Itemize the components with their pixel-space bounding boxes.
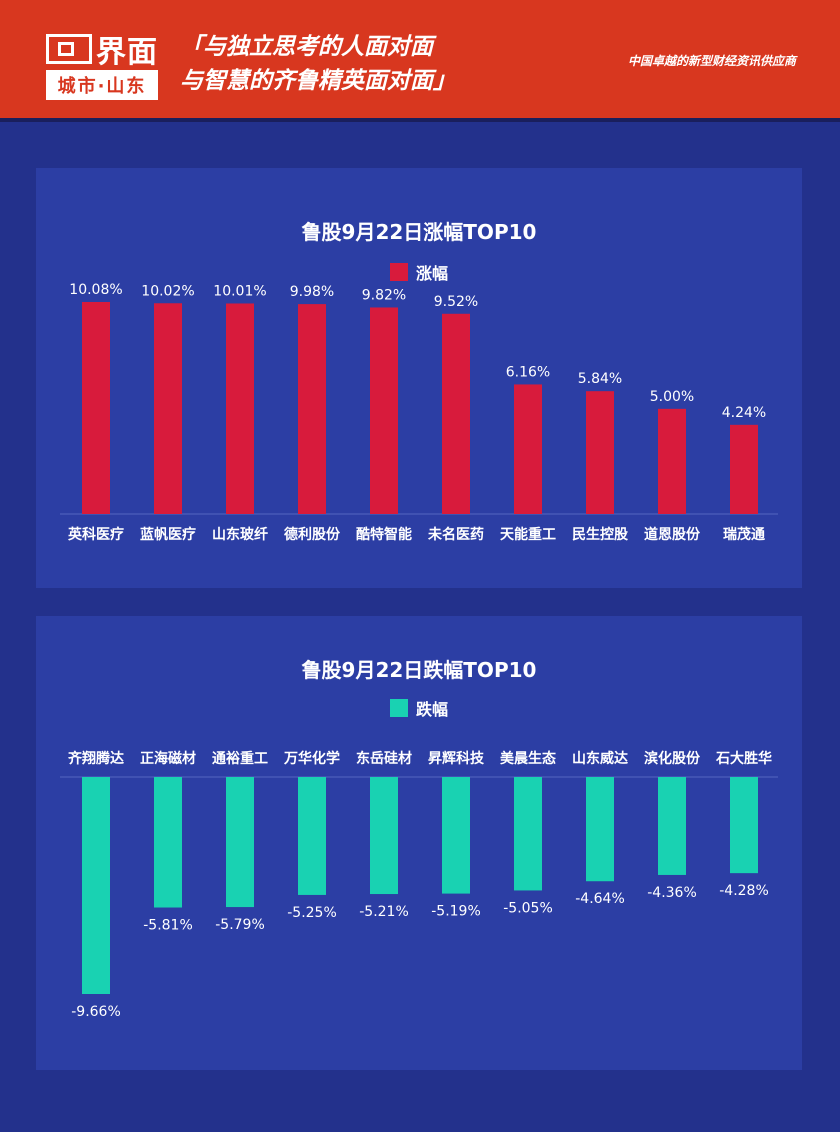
gain-data-label: 4.24%: [722, 405, 766, 421]
slogan-line-1: 「与独立思考的人面对面: [180, 34, 433, 60]
loss-category-label: 通裕重工: [212, 750, 268, 767]
loss-category-label: 齐翔腾达: [68, 750, 124, 767]
gain-category-label: 德利股份: [284, 526, 341, 543]
gain-data-label: 5.84%: [578, 371, 622, 387]
gain-data-label: 9.52%: [434, 294, 478, 310]
gain-bar: [370, 307, 398, 514]
loss-legend: 跌幅: [36, 696, 802, 720]
gain-bar: [658, 408, 686, 514]
loss-data-label: -4.28%: [719, 883, 769, 899]
gain-legend: 涨幅: [36, 260, 802, 284]
loss-bar: [730, 777, 758, 874]
gain-data-label: 6.16%: [506, 364, 550, 380]
loss-legend-label: 跌幅: [415, 700, 448, 719]
header-banner: 界面 城市·山东 「与独立思考的人面对面 与智慧的齐鲁精英面对面」 中国卓越的新…: [0, 0, 840, 122]
tagline: 中国卓越的新型财经资讯供应商: [627, 54, 796, 68]
loss-bar: [514, 777, 542, 891]
gain-legend-label: 涨幅: [415, 264, 448, 283]
loss-data-label: -4.36%: [647, 885, 697, 901]
logo-subtitle: 城市·山东: [46, 70, 158, 100]
loss-data-label: -5.25%: [287, 905, 337, 921]
loss-legend-swatch: [389, 699, 408, 717]
gain-data-label: 5.00%: [650, 389, 694, 405]
gain-bar: [514, 384, 542, 514]
loss-data-label: -4.64%: [575, 891, 625, 907]
gain-legend-swatch: [389, 263, 408, 281]
loss-bar: [370, 777, 398, 895]
loss-category-label: 山东威达: [572, 750, 628, 767]
loss-category-label: 昇辉科技: [428, 750, 485, 767]
loss-bar: [658, 777, 686, 875]
gain-category-label: 英科医疗: [67, 526, 124, 543]
gain-category-label: 酷特智能: [356, 526, 412, 543]
logo-name: 界面: [96, 35, 158, 70]
gain-category-label: 瑞茂通: [723, 526, 765, 543]
loss-chart-title: 鲁股9月22日跌幅TOP10: [301, 658, 537, 682]
gain-category-label: 蓝帆医疗: [140, 526, 196, 543]
gain-bar: [82, 302, 110, 514]
gain-data-label: 9.98%: [290, 284, 334, 300]
gain-chart-panel: 鲁股9月22日涨幅TOP10 涨幅 10.08% 英科医疗 10.02% 蓝帆医疗 10…: [36, 168, 802, 588]
gain-bar: [154, 303, 182, 514]
gain-category-label: 山东玻纤: [212, 526, 268, 543]
gain-category-label: 天能重工: [500, 526, 556, 543]
loss-bar: [586, 777, 614, 882]
loss-category-label: 石大胜华: [715, 750, 772, 767]
gain-bar: [586, 391, 614, 514]
loss-bar: [226, 777, 254, 908]
gain-bar: [730, 424, 758, 514]
gain-bar: [298, 304, 326, 514]
slogan: 「与独立思考的人面对面 与智慧的齐鲁精英面对面」: [180, 30, 456, 98]
loss-category-label: 万华化学: [283, 750, 340, 767]
logo-icon: [46, 34, 92, 64]
loss-data-label: -5.81%: [143, 918, 193, 934]
loss-category-label: 正海磁材: [140, 750, 196, 767]
gain-chart-title: 鲁股9月22日涨幅TOP10: [301, 220, 537, 244]
gain-data-label: 10.01%: [213, 283, 266, 299]
loss-data-label: -5.79%: [215, 917, 265, 933]
loss-category-label: 美晨生态: [500, 750, 556, 767]
loss-data-label: -9.66%: [71, 1004, 121, 1020]
gain-chart: 10.08% 英科医疗 10.02% 蓝帆医疗 10.01% 山东玻纤 9.98% 德利股份 9…: [60, 282, 778, 543]
gain-category-label: 民生控股: [572, 526, 629, 543]
gain-bar: [442, 313, 470, 514]
loss-chart-panel: 鲁股9月22日跌幅TOP10 跌幅 -9.66% 齐翔腾达 -5.81% 正海磁材 -5…: [36, 616, 802, 1070]
loss-data-label: -5.05%: [503, 900, 553, 916]
logo: 界面: [46, 30, 158, 70]
loss-bar: [298, 777, 326, 895]
loss-data-label: -5.19%: [431, 904, 481, 920]
loss-category-label: 滨化股份: [644, 750, 701, 767]
gain-data-label: 10.08%: [69, 282, 122, 298]
loss-bar: [82, 777, 110, 994]
gain-data-label: 10.02%: [141, 283, 194, 299]
loss-bar: [154, 777, 182, 908]
loss-data-label: -5.21%: [359, 904, 409, 920]
gain-category-label: 道恩股份: [644, 526, 701, 543]
gain-category-label: 未名医药: [428, 526, 484, 543]
loss-chart: -9.66% 齐翔腾达 -5.81% 正海磁材 -5.79% 通裕重工 -5.25% 万华化学…: [60, 750, 778, 1020]
slogan-line-2: 与智慧的齐鲁精英面对面」: [180, 68, 456, 94]
loss-bar: [442, 777, 470, 894]
gain-bar: [226, 303, 254, 514]
loss-category-label: 东岳硅材: [356, 750, 412, 767]
gain-data-label: 9.82%: [362, 287, 406, 303]
